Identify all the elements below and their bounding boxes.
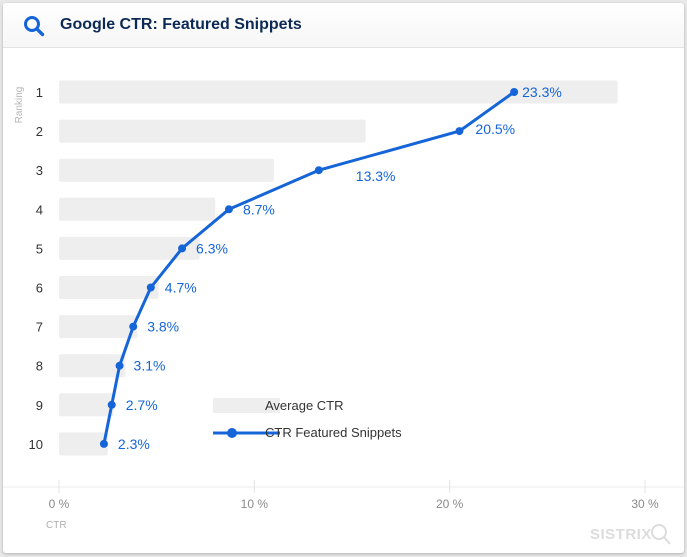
card-header: Google CTR: Featured Snippets <box>3 3 684 48</box>
x-tick-label: 0 % <box>49 497 70 511</box>
y-tick-label: 2 <box>36 124 43 139</box>
x-tick-label: 10 % <box>241 497 269 511</box>
legend-label-average-ctr: Average CTR <box>265 398 344 413</box>
data-label: 6.3% <box>196 240 228 256</box>
data-point <box>99 439 108 448</box>
data-label: 13.3% <box>356 168 396 184</box>
y-tick-label: 5 <box>36 241 43 256</box>
search-icon <box>24 16 45 37</box>
y-tick-label: 8 <box>36 359 43 374</box>
data-label: 2.3% <box>118 436 150 452</box>
data-label: 3.8% <box>147 319 179 335</box>
data-label: 20.5% <box>475 121 515 137</box>
data-label: 23.3% <box>522 84 562 100</box>
legend-swatch-point <box>227 428 237 438</box>
bar-average-ctr <box>59 197 216 221</box>
y-tick-label: 4 <box>36 202 43 217</box>
data-point <box>146 283 155 292</box>
line-ctr-featured-snippets <box>102 90 515 445</box>
bar-average-ctr <box>59 236 200 260</box>
sistrix-logo: SISTRIX <box>590 526 652 543</box>
bar-average-ctr <box>59 119 366 143</box>
bar-average-ctr <box>59 276 159 299</box>
data-point <box>129 322 138 331</box>
x-tick-label: 30 % <box>631 497 659 511</box>
data-label: 4.7% <box>165 280 197 296</box>
x-tick-label: 20 % <box>436 497 464 511</box>
data-point <box>224 205 233 214</box>
data-point <box>455 127 464 136</box>
y-tick-label: 3 <box>36 163 43 178</box>
bar-average-ctr <box>59 158 274 182</box>
chart-title: Google CTR: Featured Snippets <box>60 16 302 33</box>
legend-swatch-average-ctr <box>213 398 280 413</box>
data-point <box>510 88 519 96</box>
sistrix-magnifier-icon <box>651 524 667 540</box>
chart-plot: Ranking 1 2 3 4 5 6 7 8 9 10 0 % 10 % 20 % 30 % CTR 23.3… <box>3 80 684 545</box>
data-point <box>107 400 116 409</box>
y-tick-label: 1 <box>36 85 43 100</box>
y-tick-label: 6 <box>36 281 43 296</box>
y-tick-label: 9 <box>36 398 43 413</box>
sistrix-magnifier-handle <box>663 536 671 545</box>
data-label: 2.7% <box>126 397 158 413</box>
y-tick-label: 7 <box>36 320 43 335</box>
x-axis-title: CTR <box>46 520 67 531</box>
bar-average-ctr <box>59 354 126 378</box>
data-point <box>178 244 187 253</box>
data-point <box>314 166 323 175</box>
legend-label-ctr-featured-snippets: CTR Featured Snippets <box>265 425 402 440</box>
chart-card: Google CTR: Featured Snippets Ranking 1 2 3… <box>3 3 684 553</box>
bar-average-ctr <box>59 393 114 417</box>
data-point <box>115 361 124 370</box>
bar-average-ctr <box>59 315 138 339</box>
y-axis-title: Ranking <box>14 87 25 124</box>
data-label: 8.7% <box>243 201 275 217</box>
data-label: 3.1% <box>134 358 166 374</box>
bar-average-ctr <box>59 432 108 456</box>
y-tick-label: 10 <box>29 437 43 452</box>
bar-average-ctr <box>59 80 618 104</box>
